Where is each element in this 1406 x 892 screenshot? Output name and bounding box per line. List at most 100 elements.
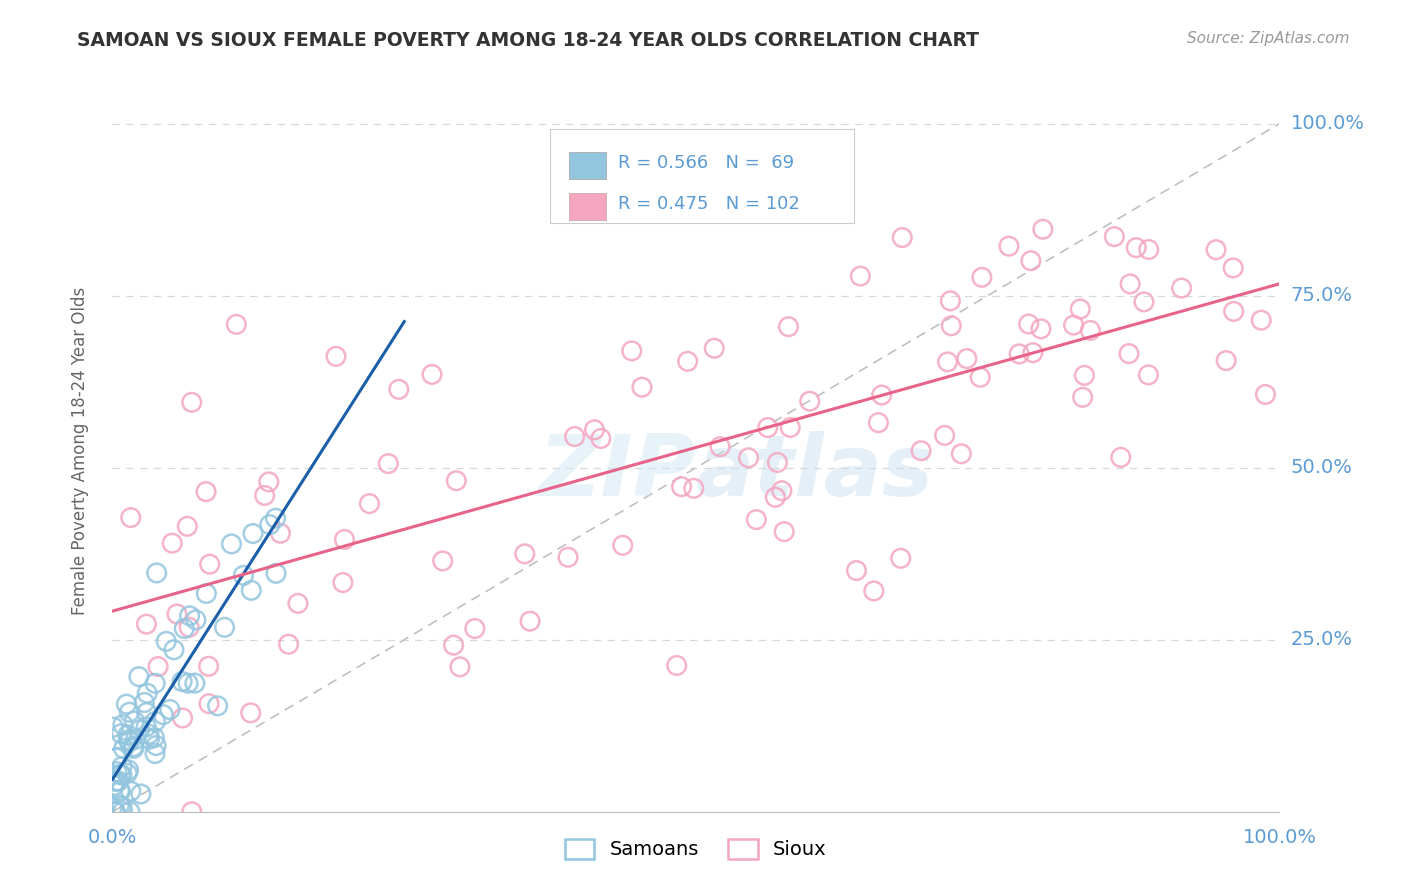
Point [104, 805, 127, 819]
Point [104, 805, 127, 819]
Point [122, 741, 145, 756]
Point [845, 564, 868, 578]
Point [564, 429, 586, 443]
Point [264, 566, 287, 581]
Point [934, 428, 956, 442]
Point [277, 637, 299, 651]
Point [464, 622, 486, 636]
Point [259, 517, 281, 532]
Point [1069, 301, 1091, 316]
Point [519, 614, 541, 628]
Point [177, 676, 200, 690]
Point [111, 805, 134, 819]
Point [120, 510, 142, 524]
Point [145, 566, 167, 580]
Point [179, 620, 201, 634]
Point [891, 230, 914, 244]
Point [377, 457, 399, 471]
Point [195, 586, 218, 600]
Point [1250, 313, 1272, 327]
Point [129, 787, 152, 801]
Point [868, 416, 890, 430]
Point [105, 750, 128, 764]
Point [173, 622, 195, 636]
Point [103, 779, 125, 793]
Point [557, 550, 579, 565]
Point [172, 711, 194, 725]
Point [1215, 353, 1237, 368]
Point [118, 705, 141, 719]
Point [124, 732, 146, 747]
Point [1018, 317, 1040, 331]
Point [180, 805, 202, 819]
Point [117, 732, 139, 747]
Point [676, 354, 699, 368]
Point [152, 707, 174, 722]
Point [195, 484, 218, 499]
Text: R = 0.475   N = 102: R = 0.475 N = 102 [617, 194, 800, 212]
Point [333, 533, 356, 547]
Point [105, 751, 128, 765]
Point [703, 341, 725, 355]
Text: atlas: atlas [696, 431, 934, 514]
Point [110, 784, 132, 798]
Point [956, 351, 979, 366]
Point [890, 551, 912, 566]
Point [105, 764, 128, 779]
Point [773, 524, 796, 539]
Point [910, 443, 932, 458]
Point [1133, 294, 1156, 309]
Point [242, 526, 264, 541]
Point [449, 660, 471, 674]
Point [388, 383, 411, 397]
Point [1029, 322, 1052, 336]
Point [778, 319, 800, 334]
Point [221, 537, 243, 551]
Point [172, 674, 194, 689]
Point [1222, 304, 1244, 318]
Point [128, 723, 150, 738]
Point [446, 474, 468, 488]
Point [969, 370, 991, 384]
Point [1032, 222, 1054, 236]
Point [163, 642, 186, 657]
Point [104, 774, 127, 789]
Point [117, 763, 139, 777]
Point [1125, 241, 1147, 255]
Point [620, 343, 643, 358]
Point [111, 759, 134, 773]
Point [1170, 281, 1192, 295]
Point [631, 380, 654, 394]
Point [143, 731, 166, 745]
Point [998, 239, 1021, 253]
Point [143, 676, 166, 690]
Point [583, 423, 606, 437]
Point [159, 702, 181, 716]
Point [135, 706, 157, 720]
Point [1071, 390, 1094, 404]
Point [122, 739, 145, 754]
Point [184, 613, 207, 627]
Point [1119, 277, 1142, 291]
Point [720, 195, 742, 210]
Point [135, 720, 157, 734]
Point [1118, 346, 1140, 360]
Point [117, 728, 139, 742]
Point [117, 766, 139, 780]
Point [936, 355, 959, 369]
Point [745, 512, 768, 526]
Legend: Samoans, Sioux: Samoans, Sioux [557, 831, 835, 867]
Point [145, 739, 167, 753]
Text: ZIP: ZIP [538, 431, 696, 514]
Point [671, 480, 693, 494]
Point [111, 717, 134, 731]
Point [763, 490, 786, 504]
Point [155, 634, 177, 648]
Point [1022, 345, 1045, 359]
Text: 25.0%: 25.0% [1291, 630, 1353, 649]
Point [1222, 260, 1244, 275]
Point [120, 784, 142, 798]
Point [770, 483, 793, 498]
Point [198, 558, 221, 572]
Point [143, 747, 166, 761]
